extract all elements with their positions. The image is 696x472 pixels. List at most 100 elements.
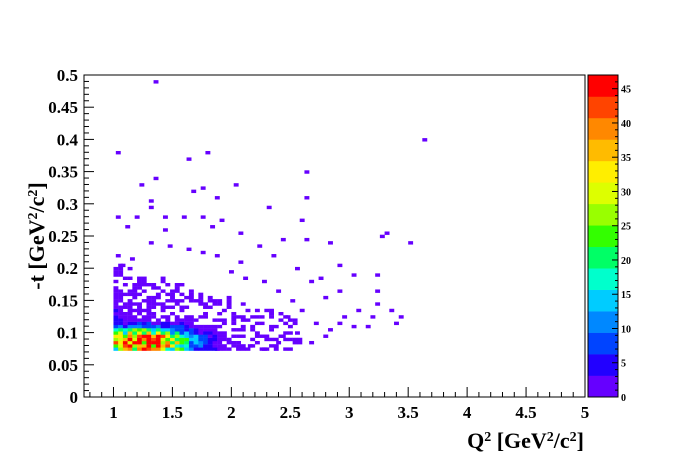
heatmap-bin (151, 328, 157, 332)
heatmap-bin (113, 328, 119, 332)
heatmap-bin (198, 328, 204, 332)
heatmap-bin (179, 321, 185, 326)
heatmap-bin (127, 302, 133, 306)
heatmap-bin (170, 340, 175, 345)
heatmap-bin (229, 270, 234, 274)
heatmap-bin (132, 331, 138, 335)
heatmap-bin (162, 228, 168, 232)
x-tick-label: 1 (109, 403, 118, 422)
heatmap-bin (266, 205, 272, 210)
heatmap-bin (146, 315, 152, 319)
heatmap-bin (165, 318, 171, 322)
y-axis: 0 0.05 0.1 0.15 0.2 0.25 0.3 0.35 0.4 0.45 0.5 (48, 66, 94, 407)
heatmap-bin (365, 324, 371, 329)
heatmap-bin (287, 318, 293, 322)
heatmap-bin (250, 328, 256, 332)
heatmap-bin (174, 328, 180, 332)
heatmap-bin (226, 302, 232, 306)
heatmap-bin (165, 347, 171, 351)
heatmap-bin (264, 337, 270, 342)
heatmap-bin (188, 347, 194, 351)
heatmap-bin (115, 215, 121, 219)
heatmap-bin (287, 337, 293, 342)
y-tick-label: 0.4 (57, 130, 79, 149)
heatmap-bin (113, 302, 119, 306)
palette-tick-label: 25 (621, 222, 631, 233)
heatmap-bin (254, 321, 260, 326)
heatmap-bin (132, 328, 138, 332)
y-tick-label: 0.3 (57, 195, 78, 214)
heatmap-bin (207, 347, 213, 351)
heatmap-bin (113, 292, 119, 297)
heatmap-bin (155, 331, 161, 335)
heatmap-bin (269, 344, 274, 348)
heatmap-bin (283, 331, 289, 335)
heatmap-bin (148, 199, 154, 203)
heatmap-bin (127, 324, 133, 329)
heatmap-bin (132, 334, 138, 338)
heatmap-bin (250, 344, 256, 348)
heatmap-bin (122, 283, 128, 287)
heatmap-bin (132, 337, 138, 342)
heatmap-bin (181, 215, 187, 219)
heatmap-bin (174, 299, 180, 303)
heatmap-bin (304, 170, 310, 174)
heatmap-bin (188, 344, 194, 348)
heatmap-bin (153, 176, 159, 181)
heatmap-bin (118, 311, 124, 316)
heatmap-bin (118, 344, 124, 348)
heatmap-bin (342, 315, 348, 319)
heatmap-bin (141, 334, 147, 338)
heatmap-bin (118, 315, 124, 319)
heatmap-bin (141, 347, 147, 351)
heatmap-bin (269, 315, 274, 319)
heatmap-bin (118, 295, 124, 300)
heatmap-bin (174, 340, 180, 345)
heatmap-bin (283, 321, 289, 326)
palette-tick-label: 20 (621, 256, 631, 267)
heatmap-bin (188, 289, 194, 293)
heatmap-bin (141, 321, 147, 326)
heatmap-bin (165, 344, 171, 348)
heatmap-bin (122, 321, 128, 326)
heatmap-bin (141, 340, 147, 345)
heatmap-bin (328, 241, 333, 245)
heatmap-bin (188, 328, 194, 332)
heatmap-bin (328, 328, 333, 332)
heatmap-bin (264, 347, 270, 351)
heatmap-bin (212, 334, 218, 338)
heatmap-bin (203, 328, 208, 332)
heatmap-bin (198, 331, 204, 335)
heatmap-bin (118, 347, 124, 351)
heatmap-bin (118, 292, 124, 297)
heatmap-bin (122, 344, 128, 348)
heatmap-bin (132, 308, 138, 313)
y-tick-label: 0.35 (48, 163, 78, 182)
heatmap-bin (174, 321, 180, 326)
heatmap-bin (137, 328, 142, 332)
heatmap-bin (174, 347, 180, 351)
heatmap-bin (198, 337, 204, 342)
heatmap-bin (113, 318, 119, 322)
heatmap-bin (250, 315, 256, 319)
palette-tick-label: 45 (621, 85, 631, 96)
heatmap-bin (151, 299, 157, 303)
heatmap-bin (113, 299, 119, 303)
heatmap-bin (313, 321, 319, 326)
heatmap-bin (273, 337, 279, 342)
heatmap-bin (193, 347, 199, 351)
heatmap-bin (146, 295, 152, 300)
heatmap-bin (212, 299, 218, 303)
heatmap-bin (193, 299, 199, 303)
heatmap-bin (269, 311, 274, 316)
heatmap-bin (170, 311, 175, 316)
heatmap-bin (122, 334, 128, 338)
heatmap-bin (188, 299, 194, 303)
heatmap-bin (151, 344, 157, 348)
heatmap-bin (198, 324, 204, 329)
heatmap-bin (151, 295, 157, 300)
heatmap-bin (184, 315, 190, 319)
heatmap-bin (198, 347, 204, 351)
heatmap-bin (155, 292, 161, 297)
heatmap-bin (174, 315, 180, 319)
